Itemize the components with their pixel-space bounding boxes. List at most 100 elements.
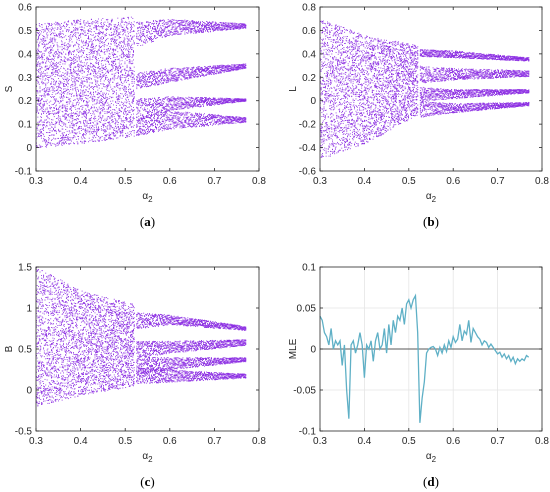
data-point: [133, 77, 135, 79]
data-point: [75, 41, 77, 43]
data-point: [116, 47, 118, 49]
data-point: [78, 38, 80, 39]
data-point: [144, 74, 146, 76]
data-point: [101, 109, 103, 111]
data-point: [121, 57, 123, 59]
data-point: [177, 20, 179, 22]
data-point: [96, 20, 98, 22]
data-point: [166, 77, 168, 79]
data-point: [127, 114, 129, 115]
data-point: [141, 23, 143, 24]
data-point: [53, 137, 55, 139]
data-point: [140, 31, 142, 33]
data-point: [130, 126, 132, 128]
data-point: [96, 54, 98, 56]
data-point: [112, 100, 114, 102]
data-point: [148, 29, 150, 30]
data-point: [50, 119, 52, 121]
data-point: [122, 87, 124, 89]
data-point: [172, 75, 174, 77]
data-point: [40, 39, 42, 41]
data-point: [156, 27, 158, 28]
data-point: [66, 137, 68, 138]
data-point: [111, 115, 113, 117]
data-point: [113, 129, 115, 131]
data-point: [36, 34, 37, 36]
data-point: [166, 35, 168, 36]
data-point: [64, 91, 66, 93]
data-point: [179, 22, 181, 24]
data-point: [116, 111, 118, 113]
data-point: [90, 46, 92, 48]
data-point: [109, 96, 111, 98]
data-point: [105, 97, 107, 99]
data-point: [156, 33, 158, 35]
data-point: [56, 121, 58, 123]
data-point: [63, 95, 65, 97]
data-point: [66, 126, 68, 128]
data-point: [104, 140, 106, 141]
data-point: [115, 28, 117, 30]
data-point: [103, 126, 104, 128]
data-point: [40, 124, 42, 126]
data-point: [171, 78, 173, 80]
data-point: [164, 68, 166, 70]
data-point: [51, 74, 53, 76]
data-point: [206, 20, 207, 22]
data-point: [54, 35, 56, 36]
data-point: [124, 85, 126, 87]
data-point: [93, 91, 94, 93]
data-point: [83, 112, 84, 114]
data-point: [130, 28, 132, 30]
data-point: [53, 116, 55, 118]
data-point: [63, 48, 65, 50]
data-point: [165, 82, 167, 84]
data-point: [148, 38, 150, 39]
data-point: [113, 33, 114, 35]
data-point: [42, 75, 44, 77]
data-point: [74, 30, 76, 32]
data-point: [107, 98, 109, 100]
data-point: [37, 64, 39, 65]
data-point: [61, 74, 63, 76]
data-point: [206, 28, 207, 30]
data-point: [211, 22, 213, 24]
data-point: [92, 22, 94, 24]
data-point: [177, 77, 179, 79]
data-point: [225, 23, 227, 25]
data-point: [48, 68, 50, 69]
data-point: [78, 39, 80, 41]
data-point: [98, 62, 99, 64]
data-point: [50, 83, 52, 85]
data-point: [50, 142, 52, 144]
data-point: [150, 36, 151, 38]
data-point: [68, 130, 70, 132]
data-point: [113, 86, 115, 88]
data-point: [141, 22, 143, 24]
data-point: [123, 49, 124, 50]
data-point: [41, 106, 43, 108]
data-point: [49, 107, 51, 108]
data-point: [98, 85, 100, 86]
data-point: [113, 134, 114, 136]
data-point: [120, 63, 122, 65]
data-point: [73, 95, 75, 97]
data-point: [78, 81, 80, 83]
data-point: [49, 47, 51, 49]
data-point: [58, 109, 60, 111]
data-point: [234, 22, 236, 24]
data-point: [76, 141, 78, 143]
data-point: [58, 141, 60, 143]
data-point: [128, 80, 129, 81]
data-point: [185, 26, 187, 28]
data-point: [70, 70, 72, 72]
data-point: [36, 145, 38, 147]
data-point: [77, 66, 79, 68]
data-point: [117, 137, 119, 139]
data-point: [75, 72, 77, 74]
data-point: [120, 127, 122, 129]
data-point: [100, 63, 102, 65]
data-point: [144, 28, 146, 30]
data-point: [126, 135, 128, 137]
data-point: [48, 46, 50, 48]
